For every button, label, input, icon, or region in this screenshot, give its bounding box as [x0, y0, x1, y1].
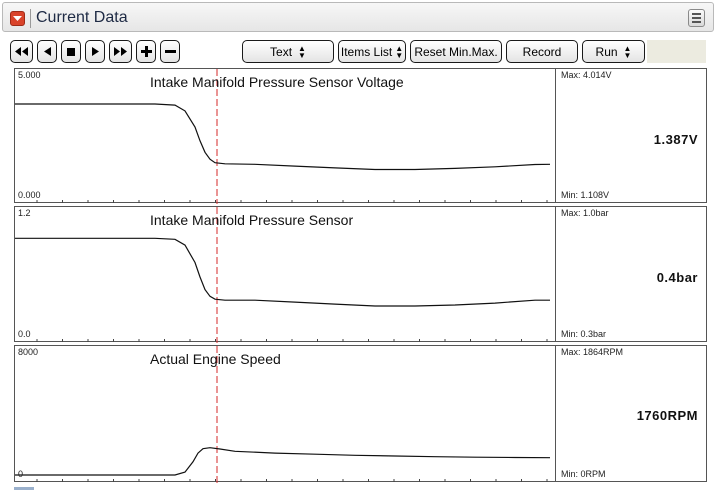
- value-side-panel: Max: 4.014V 1.387V Min: 1.108V: [557, 69, 706, 202]
- fast-forward-button[interactable]: [109, 40, 132, 63]
- title-separator: [30, 9, 31, 28]
- graph-panel-voltage: 5.000 0.000 Intake Manifold Pressure Sen…: [14, 68, 707, 204]
- series-line: [15, 103, 551, 171]
- max-value: Max: 4.014V: [561, 70, 612, 80]
- reset-minmax-label: Reset Min.Max.: [414, 44, 498, 59]
- min-value: Min: 0.3bar: [561, 329, 607, 339]
- step-back-button[interactable]: [37, 40, 57, 63]
- y-max-label: 1.2: [18, 208, 31, 218]
- run-select[interactable]: Run ▲ ▼: [582, 40, 645, 63]
- min-value: Min: 1.108V: [561, 190, 610, 200]
- current-value: 1.387V: [653, 132, 698, 147]
- line-chart: [15, 346, 551, 483]
- view-mode-label: Text: [270, 44, 293, 59]
- max-value: Max: 1.0bar: [561, 208, 609, 218]
- line-chart: [15, 69, 551, 204]
- menu-icon[interactable]: [688, 9, 705, 27]
- plus-icon: [140, 46, 152, 57]
- select-arrows-icon: ▲ ▼: [623, 43, 632, 60]
- graph-area[interactable]: 8000 0 Actual Engine Speed: [15, 346, 556, 483]
- step-back-icon: [43, 47, 51, 56]
- view-mode-select[interactable]: Text ▲ ▼: [242, 40, 334, 63]
- value-side-panel: Max: 1864RPM 1760RPM Min: 0RPM: [557, 346, 706, 481]
- graph-title: Intake Manifold Pressure Sensor Voltage: [150, 74, 404, 90]
- items-list-select[interactable]: Items List ▲ ▼: [338, 40, 406, 63]
- reset-minmax-button[interactable]: Reset Min.Max.: [410, 40, 502, 63]
- max-value: Max: 1864RPM: [561, 347, 624, 357]
- y-min-label: 0.000: [18, 190, 41, 200]
- rewind-button[interactable]: [10, 40, 33, 63]
- record-label: Record: [522, 44, 562, 59]
- y-min-label: 0: [18, 469, 24, 479]
- app-menu-button[interactable]: [10, 11, 25, 26]
- rewind-icon: [15, 47, 28, 56]
- zoom-out-button[interactable]: [160, 40, 180, 63]
- series-line: [15, 237, 550, 307]
- current-value: 0.4bar: [656, 270, 698, 285]
- run-label: Run: [595, 44, 618, 59]
- select-arrows-icon: ▲ ▼: [298, 43, 306, 60]
- items-list-label: Items List: [340, 44, 393, 59]
- fast-forward-icon: [114, 47, 127, 56]
- play-icon: [91, 47, 99, 56]
- toolbar-spacer: [647, 40, 706, 63]
- y-min-label: 0.0: [18, 329, 31, 339]
- graph-panel-pressure: 1.2 0.0 Intake Manifold Pressure Sensor …: [14, 206, 707, 343]
- stop-icon: [67, 47, 75, 56]
- window-titlebar: Current Data: [2, 2, 714, 32]
- chevron-down-icon: [13, 16, 22, 21]
- graph-area[interactable]: 5.000 0.000 Intake Manifold Pressure Sen…: [15, 69, 556, 204]
- toolbar: Text ▲ ▼ Items List ▲ ▼ Reset Min.Max. Rec…: [10, 40, 706, 64]
- graph-panel-rpm: 8000 0 Actual Engine Speed Max: 1864RPM …: [14, 345, 707, 483]
- scrollbar-stub[interactable]: [14, 487, 34, 490]
- minus-icon: [164, 50, 176, 53]
- record-button[interactable]: Record: [506, 40, 578, 63]
- current-value: 1760RPM: [636, 408, 698, 423]
- y-max-label: 5.000: [18, 70, 41, 80]
- graph-area[interactable]: 1.2 0.0 Intake Manifold Pressure Sensor: [15, 207, 556, 343]
- min-value: Min: 0RPM: [561, 469, 606, 479]
- window-title: Current Data: [36, 9, 128, 26]
- y-max-label: 8000: [18, 347, 39, 357]
- select-arrows-icon: ▲ ▼: [395, 43, 404, 60]
- play-button[interactable]: [85, 40, 105, 63]
- value-side-panel: Max: 1.0bar 0.4bar Min: 0.3bar: [557, 207, 706, 341]
- series-line: [15, 447, 551, 476]
- line-chart: [15, 207, 550, 343]
- zoom-in-button[interactable]: [136, 40, 156, 63]
- stop-button[interactable]: [61, 40, 81, 63]
- graph-title: Intake Manifold Pressure Sensor: [150, 212, 354, 228]
- graph-title: Actual Engine Speed: [150, 351, 281, 367]
